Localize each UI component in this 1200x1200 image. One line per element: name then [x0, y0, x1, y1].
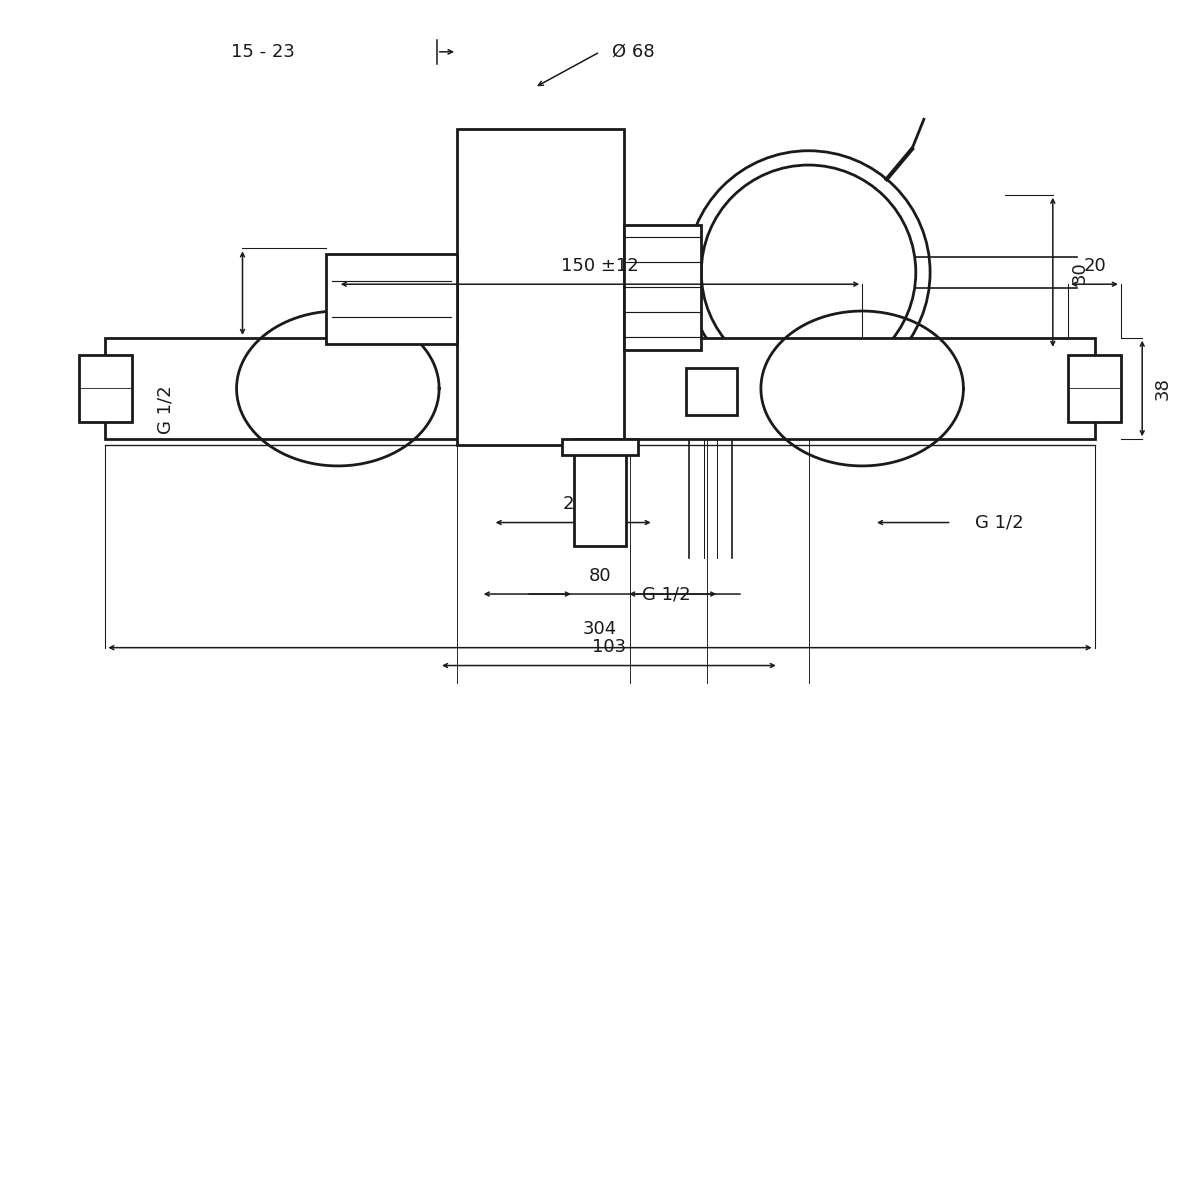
Bar	[685, 367, 737, 415]
Bar	[457, 130, 624, 445]
Bar	[624, 224, 701, 349]
Bar	[1068, 355, 1121, 422]
Text: G 1/2: G 1/2	[642, 586, 690, 604]
Text: 20: 20	[1084, 257, 1106, 275]
Text: 150 ±12: 150 ±12	[562, 257, 638, 275]
Text: 30: 30	[1070, 260, 1088, 283]
Bar	[106, 338, 1094, 439]
Text: G 1/2: G 1/2	[976, 514, 1024, 532]
Text: 304: 304	[583, 620, 617, 638]
Bar	[79, 355, 132, 422]
Text: G 1/2: G 1/2	[156, 385, 174, 433]
Bar	[574, 439, 626, 546]
Bar	[326, 254, 457, 343]
Text: 103: 103	[593, 638, 626, 656]
Text: 38: 38	[1154, 377, 1172, 400]
Text: 80: 80	[589, 566, 611, 584]
Text: Ø 68: Ø 68	[612, 43, 654, 61]
Text: 25: 25	[563, 496, 586, 514]
Bar	[562, 439, 638, 455]
Text: 15 - 23: 15 - 23	[230, 43, 294, 61]
Circle shape	[701, 166, 916, 379]
